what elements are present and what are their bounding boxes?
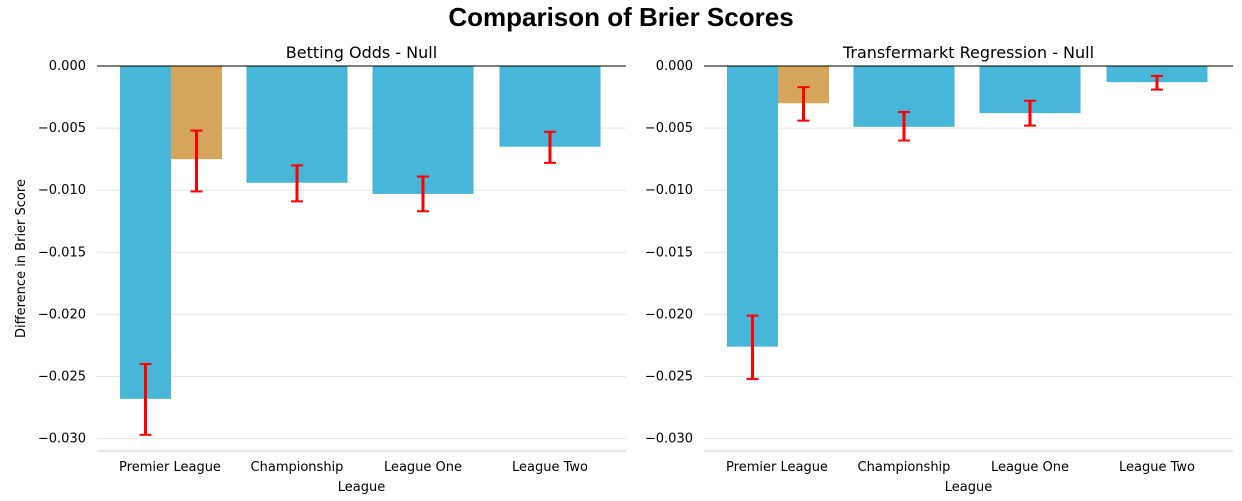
y-tick-label: −0.010 — [645, 183, 693, 198]
y-tick-label: −0.005 — [38, 121, 86, 136]
chart-suptitle: Comparison of Brier Scores — [448, 2, 794, 32]
bar-premier-league-primary — [727, 66, 778, 347]
x-tick-label: Premier League — [119, 460, 221, 475]
y-tick-label: −0.030 — [645, 432, 693, 447]
y-tick-label: −0.010 — [38, 183, 86, 198]
y-tick-label: −0.005 — [645, 121, 693, 136]
subplot-title: Transfermarkt Regression - Null — [842, 43, 1094, 62]
chart-panel-1: 0.000 −0.005 −0.010 −0.015 −0.020 −0.025 −0.03… — [14, 43, 626, 495]
x-axis-label: League — [338, 480, 385, 495]
y-tick-label: −0.015 — [645, 245, 693, 260]
bar-premier-league-primary — [120, 66, 171, 399]
x-tick-label: League Two — [1119, 460, 1195, 475]
y-tick-label: −0.025 — [38, 369, 86, 384]
x-tick-label: Premier League — [726, 460, 828, 475]
x-tick-label: Championship — [858, 460, 951, 475]
x-axis-label: League — [945, 480, 992, 495]
bar-league-one-primary — [372, 66, 474, 194]
x-tick-label: League One — [991, 460, 1069, 475]
y-tick-label: −0.020 — [645, 307, 693, 322]
y-tick-label: −0.020 — [38, 307, 86, 322]
x-tick-label: League One — [384, 460, 462, 475]
y-tick-label: 0.000 — [656, 59, 693, 74]
y-tick-label: −0.015 — [38, 245, 86, 260]
y-tick-label: −0.025 — [645, 369, 693, 384]
subplot-title: Betting Odds - Null — [286, 43, 437, 62]
x-tick-label: League Two — [512, 460, 588, 475]
y-tick-label: −0.030 — [38, 432, 86, 447]
bar-league-two-primary — [1106, 66, 1208, 83]
x-tick-label: Championship — [251, 460, 344, 475]
bar-championship-primary — [246, 66, 348, 183]
y-axis-label: Difference in Brier Score — [14, 179, 29, 338]
y-tick-label: 0.000 — [49, 59, 86, 74]
chart-panel-2: 0.000 −0.005 −0.010 −0.015 −0.020 −0.025 −0.03… — [645, 43, 1233, 495]
